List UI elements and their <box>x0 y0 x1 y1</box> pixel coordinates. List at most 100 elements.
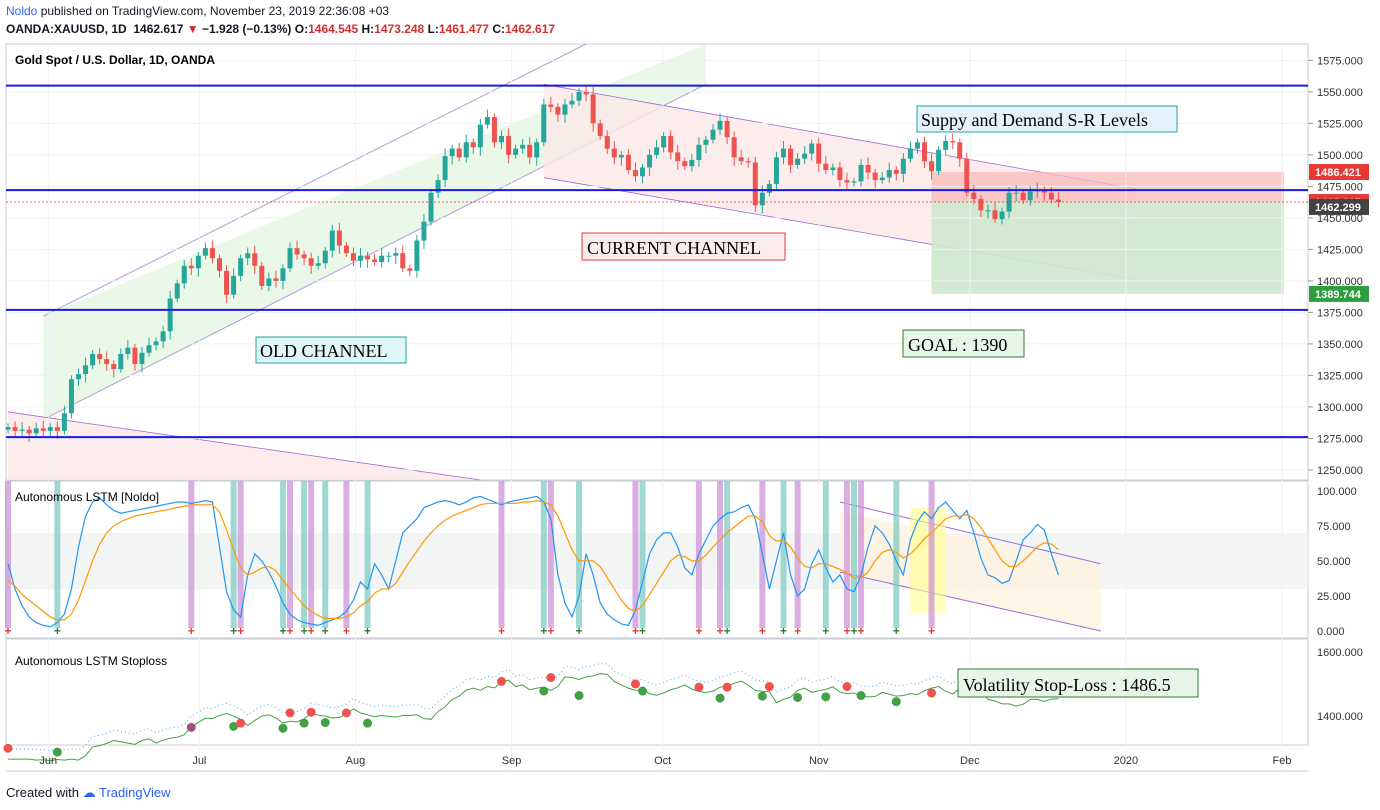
lstm-signal-mark: + <box>724 624 731 638</box>
candle-body <box>632 170 638 177</box>
candle-body <box>964 158 970 193</box>
lstm-signal-bar <box>547 481 554 628</box>
lstm-signal-bar <box>928 481 935 628</box>
candle-body <box>1020 192 1026 201</box>
price-tag-target_price: 1389.744 <box>1315 289 1362 301</box>
svg-text:GOAL : 1390: GOAL : 1390 <box>908 335 1007 355</box>
candle-body <box>379 255 385 262</box>
stoploss-dot <box>630 679 640 689</box>
candle-body <box>217 258 222 271</box>
lstm-signal-bar <box>893 481 900 628</box>
candle-body <box>865 164 871 173</box>
candle-body <box>527 144 533 158</box>
candle-body <box>224 270 230 295</box>
candle-body <box>943 141 949 150</box>
price-axis-label: 1350.000 <box>1317 339 1363 351</box>
candle-body <box>1055 199 1061 203</box>
candle-body <box>569 100 575 105</box>
candle-body <box>83 365 89 375</box>
stoploss-dot <box>299 718 309 728</box>
candle-body <box>202 248 208 256</box>
lstm-signal-bar <box>639 481 646 628</box>
candle-body <box>68 379 74 414</box>
candle-body <box>766 183 772 193</box>
candle-body <box>640 167 645 177</box>
candle-body <box>167 298 173 332</box>
lstm-signal-bar <box>279 481 286 628</box>
candle-body <box>999 211 1005 220</box>
tradingview-brand[interactable]: TradingView <box>99 785 171 800</box>
lstm-signal-mark: + <box>343 624 350 638</box>
author-link[interactable]: Noldo <box>6 4 38 18</box>
price-axis-label: 1575.000 <box>1317 55 1363 67</box>
stoploss-pane-title: Autonomous LSTM Stoploss <box>15 654 167 668</box>
candle-body <box>625 154 631 171</box>
lstm-signal-mark: + <box>54 624 61 638</box>
price-axis-label: 1300.000 <box>1317 402 1363 414</box>
candle-body <box>872 172 878 181</box>
candle-body <box>907 148 913 159</box>
candle-body <box>985 210 991 212</box>
lstm-signal-bar <box>301 481 308 628</box>
candle-body <box>97 353 103 360</box>
candle-body <box>118 353 124 370</box>
lstm-signal-mark: + <box>540 624 547 638</box>
stoploss-dot <box>793 692 803 702</box>
candle-body <box>689 159 695 167</box>
candle-body <box>195 255 201 269</box>
candle-body <box>484 117 490 125</box>
price-axis-label: 1550.000 <box>1317 87 1363 99</box>
lstm-signal-bar <box>822 481 829 628</box>
candle-body <box>555 107 561 115</box>
candle-body <box>132 347 138 365</box>
close-label: C: <box>492 22 505 36</box>
candle-body <box>795 158 801 165</box>
lstm-series-lstm <box>7 495 1060 628</box>
candle-body <box>33 428 39 434</box>
candle-body <box>1013 192 1019 194</box>
time-axis-label: Aug <box>346 755 366 767</box>
prior-channel-line <box>7 411 481 481</box>
candle-body <box>19 429 25 431</box>
candle-body <box>583 91 589 95</box>
candle-body <box>343 245 349 254</box>
lstm-channel-lower <box>839 571 1101 632</box>
lstm-axis-label: 75.000 <box>1317 521 1351 533</box>
candle-body <box>421 221 427 241</box>
price-axis-label: 1400.000 <box>1317 276 1363 288</box>
stoploss-dot <box>363 718 373 728</box>
sr-levels-label: Suppy and Demand S-R Levels <box>916 105 1178 133</box>
candle-body <box>365 255 371 260</box>
candle-body <box>372 259 378 262</box>
stoploss-dot <box>236 718 246 728</box>
candle-body <box>816 143 822 164</box>
candle-body <box>731 137 737 158</box>
stoploss-axis-label: 1600.000 <box>1317 647 1363 659</box>
lstm-signal-mark: + <box>301 624 308 638</box>
candle-body <box>181 265 187 284</box>
candle-body <box>76 374 81 380</box>
time-axis-label: Jul <box>192 755 206 767</box>
candle-body <box>661 135 667 148</box>
candle-body <box>54 427 60 431</box>
candle-body <box>301 254 307 259</box>
candle-body <box>336 230 342 246</box>
stoploss-pane-border <box>5 638 1309 746</box>
candle-body <box>1041 190 1047 193</box>
lstm-signal-mark: + <box>858 624 865 638</box>
current-channel-label: CURRENT CHANNEL <box>581 232 786 261</box>
lstm-signal-mark: + <box>237 624 244 638</box>
candle-body <box>252 253 258 266</box>
candle-body <box>477 124 483 148</box>
candle-body <box>844 180 850 183</box>
lstm-signal-bar <box>724 481 731 628</box>
candle-body <box>315 263 321 266</box>
lstm-signal-mark: + <box>498 624 505 638</box>
lstm-signal-bar <box>287 481 293 628</box>
candle-body <box>104 359 110 365</box>
lstm-signal-mark: + <box>695 624 702 638</box>
svg-text:OLD CHANNEL: OLD CHANNEL <box>260 341 388 361</box>
price-axis-label: 1475.000 <box>1317 181 1363 193</box>
tradingview-logo-icon[interactable]: ☁ <box>82 785 96 800</box>
